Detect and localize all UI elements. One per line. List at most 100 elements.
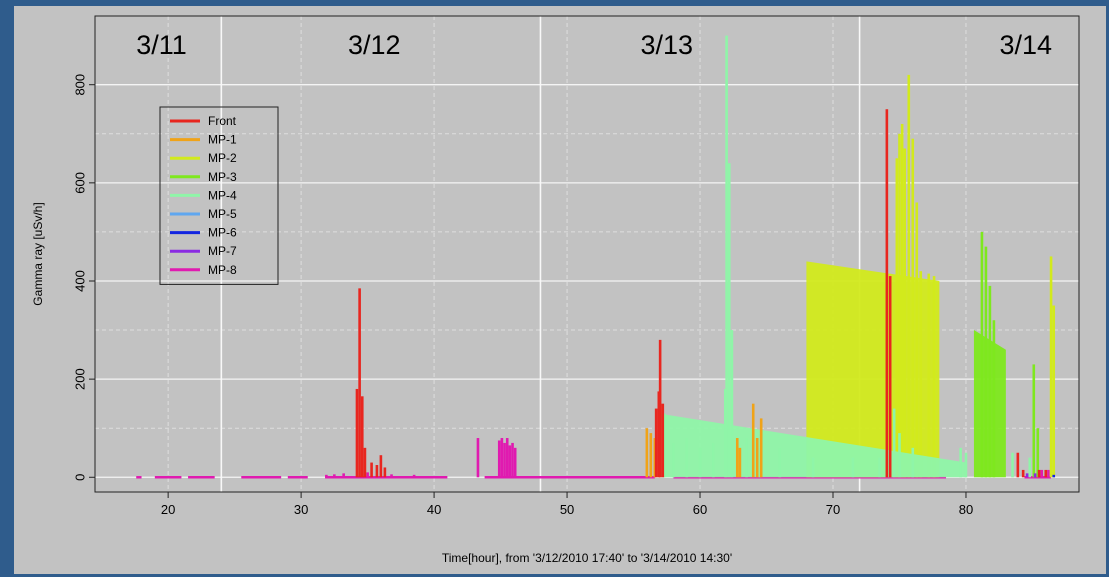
x-axis-title: Time[hour], from '3/12/2010 17:40' to '3… xyxy=(442,551,732,565)
data-bar xyxy=(366,472,369,478)
data-bar xyxy=(1052,305,1056,478)
legend-label: MP-6 xyxy=(208,226,237,240)
grid xyxy=(95,16,1079,492)
data-bar xyxy=(911,138,915,478)
data-bar xyxy=(1044,469,1048,478)
data-bar xyxy=(903,148,907,478)
x-tick-label: 30 xyxy=(294,502,308,517)
data-bar xyxy=(355,388,359,478)
y-tick-label: 600 xyxy=(72,172,87,194)
x-tick-label: 40 xyxy=(427,502,441,517)
series-mp-6 xyxy=(1052,474,1056,478)
data-bar xyxy=(892,408,896,478)
series-mp-2 xyxy=(806,74,1056,478)
y-tick-label: 800 xyxy=(72,74,87,96)
data-bar xyxy=(390,474,393,478)
data-bar xyxy=(755,438,759,478)
data-bar xyxy=(811,457,815,478)
series-mp-1 xyxy=(645,403,763,478)
series-mp-3 xyxy=(973,231,1040,478)
data-bar xyxy=(932,276,936,478)
data-bar xyxy=(476,438,480,478)
day-label: 3/14 xyxy=(1000,30,1053,60)
y-tick-label: 0 xyxy=(72,474,87,481)
data-bar xyxy=(383,467,387,478)
data-bar xyxy=(1036,428,1040,478)
day-labels: 3/11 3/12 3/13 3/14 xyxy=(136,30,1052,60)
legend-box xyxy=(159,106,279,285)
legend: Front MP-1 MP-2 MP-3 MP-4 MP-5 MP-6 MP-7 MP-8 xyxy=(159,106,279,285)
y-tick-label: 400 xyxy=(72,270,87,292)
data-bar xyxy=(759,418,763,478)
data-bar xyxy=(1047,469,1050,478)
data-bar xyxy=(992,320,996,478)
x-tick-label: 50 xyxy=(560,502,574,517)
series-area xyxy=(806,261,940,478)
data-bar xyxy=(653,438,657,478)
chart-panel: 3/11 3/12 3/13 3/14 20 30 40 50 60 70 80 0 200 400 60… xyxy=(14,6,1106,574)
x-tick-label: 20 xyxy=(161,502,175,517)
day-label: 3/12 xyxy=(348,30,401,60)
data-bar xyxy=(645,428,649,478)
data-bar xyxy=(1021,469,1025,478)
data-bar xyxy=(662,413,666,478)
data-bar xyxy=(735,438,739,478)
data-bar xyxy=(900,123,904,478)
data-bar xyxy=(907,74,911,478)
data-bar xyxy=(363,447,367,478)
data-bar xyxy=(1032,364,1036,478)
data-bar xyxy=(333,474,336,478)
plot-border xyxy=(94,15,1080,493)
data-bar xyxy=(1011,452,1014,478)
x-tick-label: 80 xyxy=(959,502,973,517)
data-bar xyxy=(698,447,702,478)
data-bar xyxy=(1028,457,1032,478)
legend-label: MP-2 xyxy=(208,151,237,165)
series-mp-7 xyxy=(1025,473,1037,478)
data-bar xyxy=(661,403,665,478)
legend-label: MP-1 xyxy=(208,133,237,147)
data-bar xyxy=(1033,473,1037,478)
data-series xyxy=(136,35,1056,479)
data-bar xyxy=(325,474,328,478)
data-bar xyxy=(505,438,509,478)
data-bar xyxy=(513,447,517,478)
data-bar xyxy=(919,271,923,478)
data-bar xyxy=(725,35,728,478)
data-bar xyxy=(895,158,899,478)
data-bar xyxy=(885,109,889,478)
y-tick-label: 200 xyxy=(72,368,87,390)
data-bar xyxy=(375,465,379,478)
data-bar xyxy=(927,273,931,478)
data-bar xyxy=(851,457,855,478)
data-bar xyxy=(751,403,755,478)
data-bar xyxy=(888,276,892,478)
data-bar xyxy=(500,438,504,478)
day-label: 3/11 xyxy=(136,30,187,60)
data-bar xyxy=(878,457,881,478)
data-bar xyxy=(1052,474,1056,478)
data-bar xyxy=(723,388,727,478)
data-bar xyxy=(1040,469,1044,478)
data-bar xyxy=(758,452,762,478)
data-bar xyxy=(1016,452,1020,478)
data-bar xyxy=(379,455,383,478)
legend-label: MP-3 xyxy=(208,170,237,184)
legend-label: MP-7 xyxy=(208,244,237,258)
data-bar xyxy=(964,452,968,478)
series-front xyxy=(355,109,1048,478)
data-bar xyxy=(730,330,734,478)
data-bar xyxy=(1037,469,1041,478)
data-bar xyxy=(672,442,675,478)
day-dividers xyxy=(220,16,861,492)
data-bar xyxy=(360,396,364,478)
data-bar xyxy=(980,231,984,478)
data-bar xyxy=(745,438,748,478)
data-bar xyxy=(342,473,345,478)
data-bar xyxy=(1025,473,1029,478)
data-bar xyxy=(508,445,512,478)
day-label: 3/13 xyxy=(641,30,694,60)
data-bar xyxy=(503,442,506,478)
data-bar xyxy=(959,447,962,478)
legend-label: Front xyxy=(208,114,237,128)
